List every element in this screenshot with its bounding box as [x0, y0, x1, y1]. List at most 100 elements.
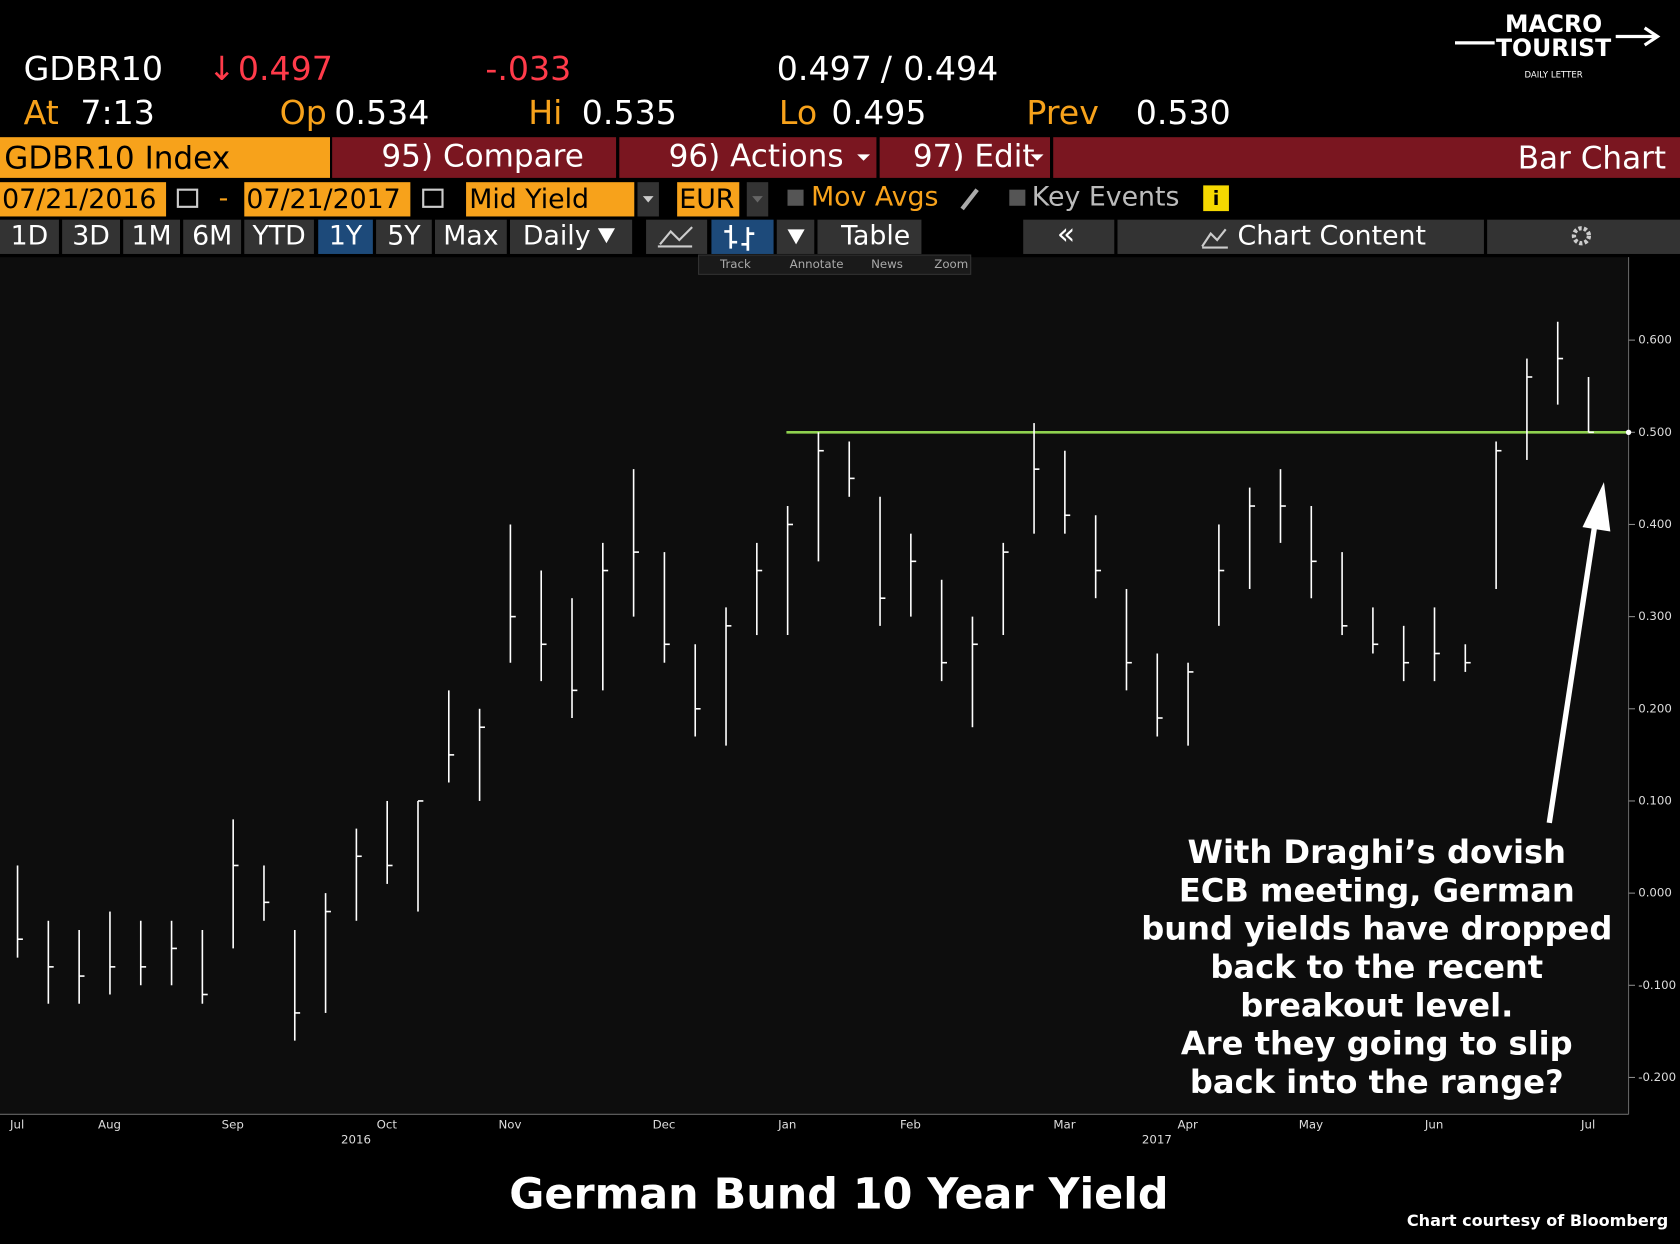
edit[interactable]: 97) Edit [913, 139, 1035, 175]
x-tick-label: Feb [900, 1118, 921, 1132]
dropdown-arrow [787, 229, 805, 245]
tool-label[interactable]: News [871, 257, 903, 271]
annotation-line: Are they going to slip [1181, 1025, 1573, 1063]
plot-area [0, 257, 1629, 1115]
annotation-arrowhead [1582, 482, 1611, 532]
tool-label[interactable]: Track [719, 257, 751, 271]
period-label[interactable]: 3D [72, 220, 110, 251]
y-tick-label: 0.100 [1638, 793, 1672, 807]
calendar-icon[interactable] [176, 188, 199, 208]
security[interactable]: GDBR10 Index [4, 141, 230, 177]
info-i: i [1213, 187, 1220, 210]
y-tick-label: -0.200 [1638, 1070, 1676, 1084]
period-button[interactable] [183, 219, 242, 254]
calendar-icon[interactable] [422, 188, 444, 208]
chart-tools: Track Annotate News Zoom [719, 257, 968, 271]
dropdown-arrow [597, 228, 615, 244]
bid: 0.497 [777, 49, 872, 88]
down-arrow: ↓ [208, 49, 236, 88]
actions-button[interactable] [619, 137, 877, 178]
table-button[interactable] [817, 219, 922, 254]
x-tick-label: Jul [9, 1118, 24, 1132]
x-tick-label: May [1299, 1118, 1323, 1132]
chart-content-icon [1201, 228, 1228, 249]
checkbox[interactable] [787, 189, 804, 206]
period-button[interactable] [244, 219, 314, 254]
period-button[interactable] [318, 219, 373, 254]
field-box[interactable] [466, 182, 635, 217]
y-tick-label: 0.300 [1638, 609, 1672, 623]
line-icon [657, 226, 693, 248]
period-button[interactable] [376, 219, 432, 254]
tool-label[interactable]: Zoom [934, 257, 968, 271]
reference-marker [1625, 429, 1632, 435]
currency[interactable]: EUR [679, 184, 734, 215]
high: 0.535 [582, 93, 677, 132]
annotation-line: back to the recent [1210, 948, 1543, 986]
last-price: 0.497 [238, 49, 333, 88]
period-label[interactable]: YTD [251, 220, 305, 251]
x-tick-label: Oct [377, 1118, 398, 1132]
high-label: Hi [528, 93, 562, 132]
y-tick-label: 0.600 [1638, 333, 1672, 347]
open: 0.534 [334, 93, 429, 132]
start-date-box[interactable] [0, 182, 167, 217]
dropdown-arrow [642, 196, 654, 203]
annotation-line: ECB meeting, German [1179, 871, 1575, 909]
prev: 0.530 [1136, 93, 1231, 132]
period-button[interactable] [435, 219, 507, 254]
period-label[interactable]: 5Y [387, 220, 421, 251]
frequency-button[interactable] [510, 219, 633, 254]
logo-text: DAILY LETTER [1524, 71, 1582, 81]
pencil-icon[interactable] [960, 188, 979, 211]
gear-icon [1571, 226, 1592, 246]
settings-button[interactable] [1487, 219, 1680, 254]
x-year-label: 2016 [341, 1133, 371, 1147]
period-button[interactable] [0, 219, 59, 254]
frequency[interactable]: Daily [523, 220, 591, 251]
logo-arrow [1643, 26, 1661, 47]
at-label: At [24, 93, 59, 132]
edit-button[interactable] [879, 137, 1050, 178]
currency-box[interactable] [677, 182, 740, 217]
end-date-box[interactable] [244, 182, 411, 217]
compare[interactable]: 95) Compare [381, 139, 583, 175]
compare-button[interactable] [332, 137, 617, 178]
checkbox[interactable] [1009, 189, 1026, 206]
mov-avgs[interactable]: Mov Avgs [811, 182, 938, 213]
collapse-icon: « [1057, 217, 1075, 252]
credit: Chart courtesy of Bloomberg [1407, 1211, 1668, 1230]
time: 7:13 [80, 93, 155, 132]
bar-icon [724, 225, 755, 251]
key-events[interactable]: Key Events [1032, 182, 1180, 213]
period-buttons: 1D 3D 1M 6M YTD 1Y 5Y Max [0, 219, 507, 254]
chart-content-button[interactable] [1117, 219, 1484, 254]
x-tick-label: Jul [1580, 1118, 1595, 1132]
start-date[interactable]: 07/21/2016 [2, 184, 156, 215]
date-dash: - [219, 183, 229, 214]
y-tick-label: 0.400 [1638, 517, 1672, 531]
chart-content[interactable]: Chart Content [1238, 220, 1427, 251]
annotation-line: back into the range? [1190, 1063, 1564, 1101]
info-icon[interactable] [1203, 185, 1229, 212]
collapse-button[interactable] [1023, 219, 1115, 254]
period-label[interactable]: 1D [11, 220, 49, 251]
x-tick-label: Mar [1053, 1118, 1075, 1132]
actions[interactable]: 96) Actions [669, 139, 844, 175]
dropdown-arrow [857, 154, 870, 161]
net-change: -.033 [485, 49, 571, 88]
security-box[interactable] [0, 137, 330, 178]
tool-label[interactable]: Annotate [790, 257, 844, 271]
field[interactable]: Mid Yield [469, 184, 589, 215]
end-date[interactable]: 07/21/2017 [246, 184, 400, 215]
period-label[interactable]: 1Y [329, 220, 363, 251]
bar-icon-button[interactable] [711, 219, 774, 254]
dropdown-arrow [1030, 154, 1044, 161]
period-button[interactable] [62, 219, 120, 254]
period-button[interactable] [123, 219, 180, 254]
open-label: Op [280, 93, 327, 132]
period-label[interactable]: 1M [132, 220, 172, 251]
table[interactable]: Table [840, 220, 910, 251]
period-label[interactable]: Max [443, 220, 498, 251]
period-label[interactable]: 6M [192, 220, 232, 251]
